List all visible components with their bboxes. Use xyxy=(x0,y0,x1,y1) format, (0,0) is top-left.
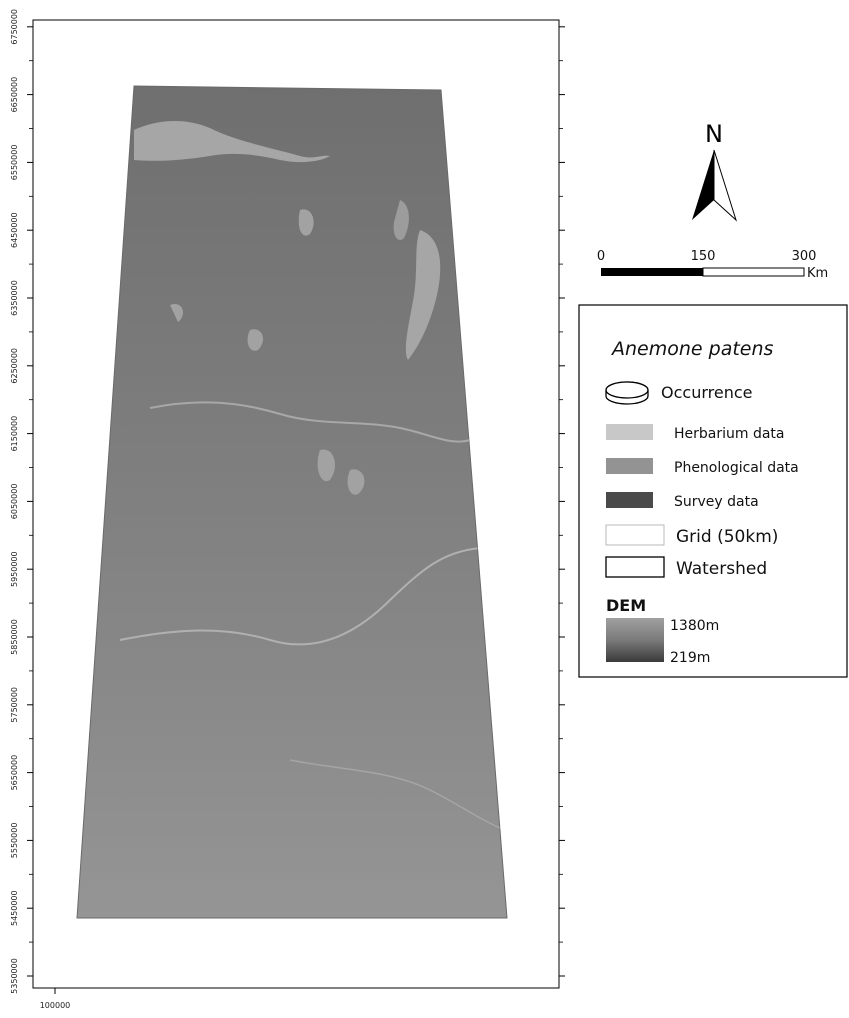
legend-label-herbarium: Herbarium data xyxy=(674,426,785,442)
province-dem xyxy=(76,85,508,919)
scale-unit: Km xyxy=(807,266,828,281)
y-tick-label: 5850000 xyxy=(10,619,19,655)
lake-athabasca xyxy=(134,121,330,163)
north-arrow: N xyxy=(692,120,738,222)
north-arrow-left xyxy=(692,150,714,220)
legend-item-survey: Survey data xyxy=(606,492,759,510)
phenological-swatch xyxy=(606,458,653,474)
y-tick-label: 6650000 xyxy=(10,77,19,113)
legend-item-watershed: Watershed xyxy=(605,556,767,579)
scale-tick-150: 150 xyxy=(691,249,716,264)
herbarium-swatch xyxy=(606,424,653,440)
y-tick-label: 6050000 xyxy=(10,484,19,520)
dem-title: DEM xyxy=(606,596,646,615)
legend-item-grid: Grid (50km) xyxy=(605,524,778,547)
y-tick-label: 6450000 xyxy=(10,212,19,248)
y-tick-label: 5450000 xyxy=(10,890,19,926)
dem-color-ramp xyxy=(606,618,664,662)
y-tick-label: 6250000 xyxy=(10,348,19,384)
y-tick-label: 5350000 xyxy=(10,958,19,994)
y-tick-label: 6750000 xyxy=(10,9,19,45)
saskatchewan-boundary xyxy=(76,85,508,919)
legend-item-herbarium: Herbarium data xyxy=(606,424,785,442)
legend-label-watershed: Watershed xyxy=(676,559,767,579)
scale-tick-0: 0 xyxy=(597,249,605,264)
legend-item-occurrence: Occurrence xyxy=(605,381,752,405)
north-label: N xyxy=(705,120,723,148)
scale-tick-300: 300 xyxy=(792,249,817,264)
saskatchewan-river xyxy=(119,547,481,646)
legend-label-survey: Survey data xyxy=(674,494,759,510)
watershed-swatch xyxy=(605,556,665,578)
y-tick-label: 6150000 xyxy=(10,416,19,452)
scale-white-segment xyxy=(702,267,805,277)
scale-black-segment xyxy=(601,268,703,276)
north-arrow-right xyxy=(713,149,738,222)
y-tick-label: 5750000 xyxy=(10,687,19,723)
legend-dem: DEM 1380m 219m xyxy=(606,596,719,666)
legend-box xyxy=(578,304,848,678)
grid-swatch xyxy=(605,524,665,546)
wollaston-lake xyxy=(405,230,441,360)
survey-swatch xyxy=(606,492,653,508)
y-tick-label: 5950000 xyxy=(10,551,19,587)
axis-ticks: 1000002000003000004000005000006000007000… xyxy=(10,9,565,1010)
hydrology xyxy=(119,121,506,831)
legend-label-grid: Grid (50km) xyxy=(676,527,778,547)
x-tick-label: 100000 xyxy=(40,1001,71,1010)
scale-bar: 0 150 300 Km xyxy=(597,249,828,281)
reindeer-lake xyxy=(393,200,409,241)
legend-label-phenological: Phenological data xyxy=(674,460,799,476)
legend-title: Anemone patens xyxy=(610,338,774,360)
y-tick-label: 5650000 xyxy=(10,755,19,791)
dem-max-label: 1380m xyxy=(670,618,719,634)
y-tick-label: 6550000 xyxy=(10,145,19,181)
ellipse-icon-top xyxy=(605,381,649,399)
y-tick-label: 5550000 xyxy=(10,823,19,859)
dem-min-label: 219m xyxy=(670,650,710,666)
qu-appelle-river xyxy=(289,759,506,831)
y-tick-label: 6350000 xyxy=(10,280,19,316)
legend: Anemone patens Occurrence Herbarium data… xyxy=(578,304,848,678)
legend-item-phenological: Phenological data xyxy=(606,458,799,476)
legend-label-occurrence: Occurrence xyxy=(661,383,752,402)
churchill-river xyxy=(149,401,471,443)
